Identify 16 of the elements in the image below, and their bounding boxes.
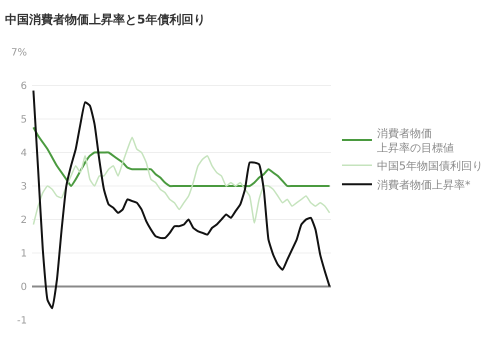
y-tick-label: 6 — [20, 81, 27, 92]
y-tick-label: 0 — [20, 282, 27, 293]
line-series — [32, 126, 331, 188]
y-tick-label: 2 — [20, 215, 27, 226]
y-tick-label: 5 — [20, 114, 27, 126]
legend-label: 中国5年物国債利回り — [376, 160, 483, 173]
y-tick-label: 7% — [11, 48, 27, 58]
y-tick-label: -1 — [17, 316, 27, 326]
line-series — [32, 90, 331, 310]
y-tick-label: 4 — [20, 148, 27, 159]
y-tick-label: 3 — [20, 182, 27, 192]
chart-title: 中国消費者物価上昇率と5年債利回り — [5, 12, 206, 27]
line-series — [32, 136, 330, 226]
legend-label: 消費者物価上昇率の目標値 — [376, 127, 454, 154]
legend-label: 消費者物価上昇率* — [376, 178, 471, 192]
y-tick-label: 1 — [20, 248, 27, 260]
